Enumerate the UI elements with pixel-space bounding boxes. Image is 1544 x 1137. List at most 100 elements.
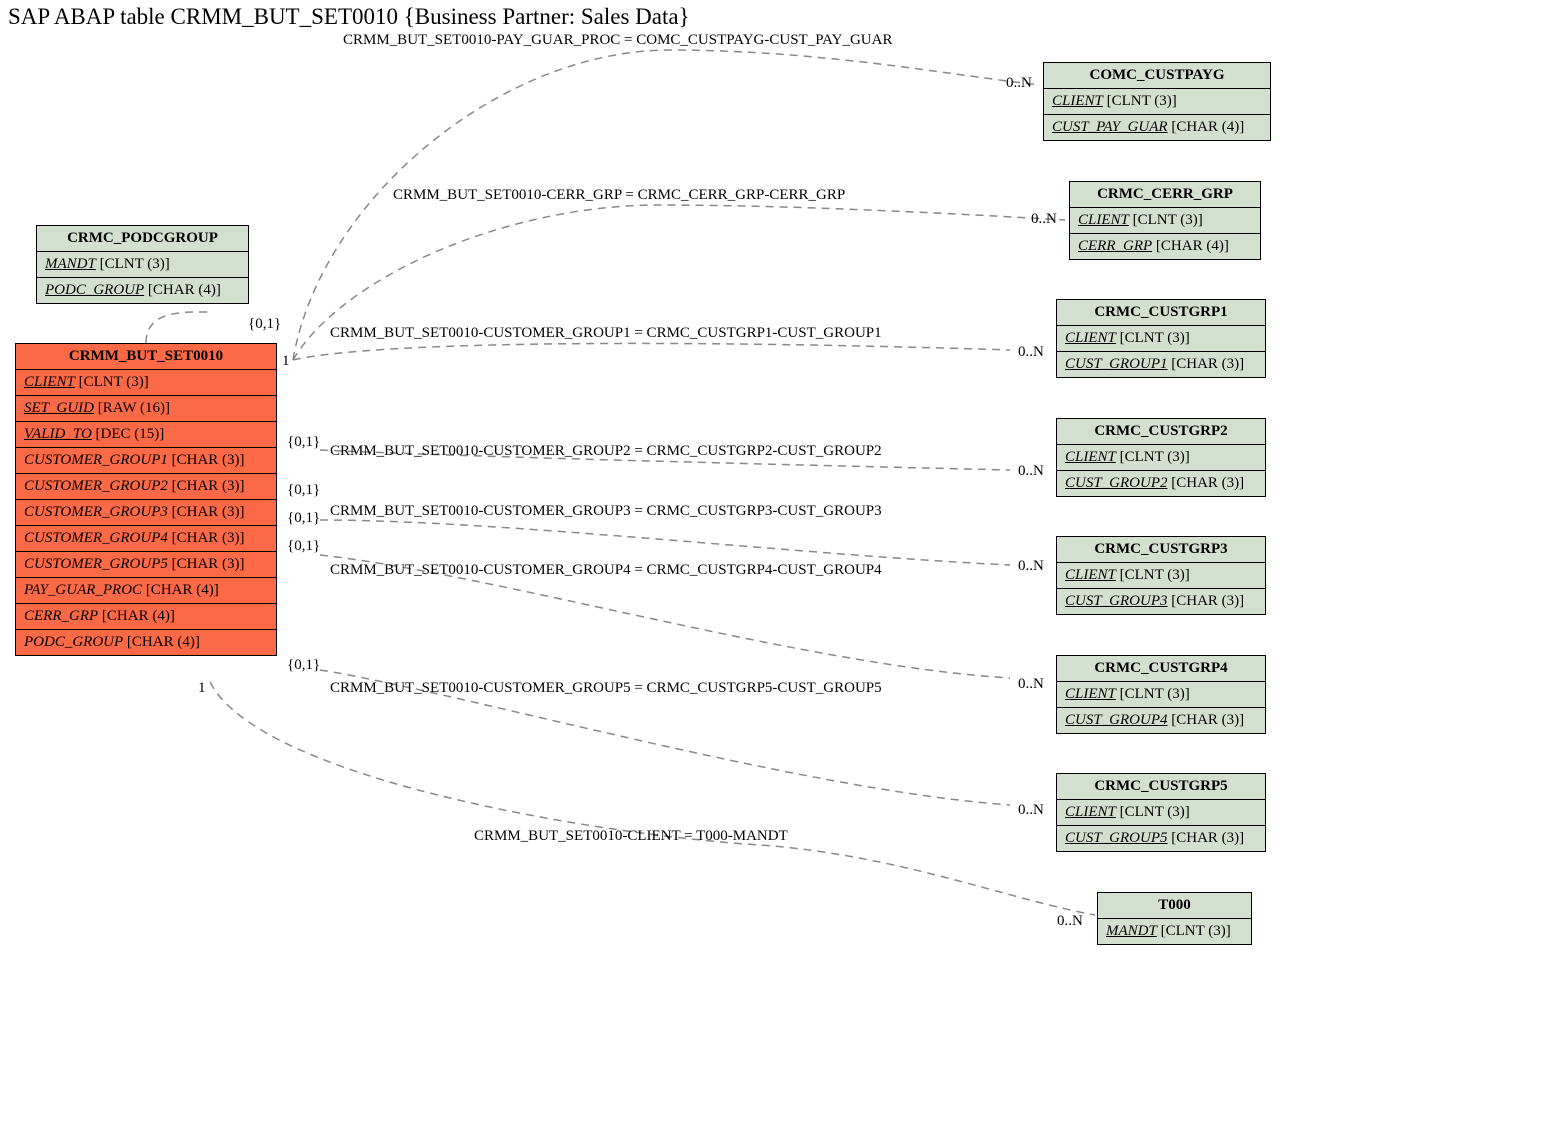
cardinality-label: {0,1}	[248, 316, 281, 333]
field-name: CUST_PAY_GUAR	[1052, 119, 1168, 135]
table-field: CLIENT [CLNT (3)]	[16, 370, 276, 396]
table-field: CUSTOMER_GROUP3 [CHAR (3)]	[16, 500, 276, 526]
field-name: CUSTOMER_GROUP5	[24, 556, 168, 572]
table-field: CUST_GROUP3 [CHAR (3)]	[1057, 589, 1265, 614]
field-name: CLIENT	[1065, 330, 1116, 346]
cardinality-label: 1	[282, 353, 290, 370]
table-CRMM_BUT_SET0010: CRMM_BUT_SET0010CLIENT [CLNT (3)]SET_GUI…	[15, 343, 277, 656]
field-type: [CHAR (3)]	[1168, 712, 1245, 728]
table-field: CLIENT [CLNT (3)]	[1057, 800, 1265, 826]
field-name: CUST_GROUP2	[1065, 475, 1168, 491]
edge-label: CRMM_BUT_SET0010-CUSTOMER_GROUP3 = CRMC_…	[330, 503, 882, 520]
field-name: MANDT	[45, 256, 96, 272]
field-type: [CHAR (3)]	[1168, 830, 1245, 846]
table-field: CLIENT [CLNT (3)]	[1044, 89, 1270, 115]
field-name: CLIENT	[1065, 804, 1116, 820]
field-name: CLIENT	[1065, 567, 1116, 583]
field-name: SET_GUID	[24, 400, 94, 416]
field-name: CLIENT	[24, 374, 75, 390]
table-field: MANDT [CLNT (3)]	[37, 252, 248, 278]
table-field: CUSTOMER_GROUP2 [CHAR (3)]	[16, 474, 276, 500]
table-field: CUSTOMER_GROUP5 [CHAR (3)]	[16, 552, 276, 578]
table-field: PAY_GUAR_PROC [CHAR (4)]	[16, 578, 276, 604]
table-header: CRMC_CUSTGRP2	[1057, 419, 1265, 445]
cardinality-label: 0..N	[1018, 344, 1044, 361]
table-field: CUST_PAY_GUAR [CHAR (4)]	[1044, 115, 1270, 140]
table-field: PODC_GROUP [CHAR (4)]	[37, 278, 248, 303]
edge	[146, 312, 210, 343]
field-type: [CLNT (3)]	[1116, 567, 1190, 583]
table-CRMC_CUSTGRP3: CRMC_CUSTGRP3CLIENT [CLNT (3)]CUST_GROUP…	[1056, 536, 1266, 615]
table-field: SET_GUID [RAW (16)]	[16, 396, 276, 422]
field-type: [CHAR (4)]	[1168, 119, 1245, 135]
field-name: MANDT	[1106, 923, 1157, 939]
field-type: [CHAR (3)]	[168, 452, 245, 468]
field-type: [CHAR (4)]	[1152, 238, 1229, 254]
table-header: CRMC_CUSTGRP1	[1057, 300, 1265, 326]
table-field: CLIENT [CLNT (3)]	[1057, 326, 1265, 352]
cardinality-label: 0..N	[1057, 913, 1083, 930]
field-type: [CLNT (3)]	[1116, 449, 1190, 465]
field-type: [RAW (16)]	[94, 400, 170, 416]
cardinality-label: 0..N	[1006, 75, 1032, 92]
field-name: CERR_GRP	[24, 608, 98, 624]
table-CRMC_CUSTGRP1: CRMC_CUSTGRP1CLIENT [CLNT (3)] CUST_GROUP…	[1056, 299, 1266, 378]
edge-label: CRMM_BUT_SET0010-CUSTOMER_GROUP1 = CRMC_…	[330, 325, 882, 342]
field-type: [CHAR (3)]	[1168, 475, 1245, 491]
field-name: CLIENT	[1052, 93, 1103, 109]
edge	[293, 50, 1040, 360]
field-type: [CLNT (3)]	[1157, 923, 1231, 939]
table-CRMC_CUSTGRP5: CRMC_CUSTGRP5CLIENT [CLNT (3)]CUST_GROUP…	[1056, 773, 1266, 852]
field-type: [CHAR (3)]	[1168, 356, 1245, 372]
table-field: CERR_GRP [CHAR (4)]	[1070, 234, 1260, 259]
page-title: SAP ABAP table CRMM_BUT_SET0010 {Busines…	[8, 4, 690, 30]
table-field: CUST_GROUP5 [CHAR (3)]	[1057, 826, 1265, 851]
table-header: CRMC_CERR_GRP	[1070, 182, 1260, 208]
field-name: CUST_GROUP1	[1065, 356, 1168, 372]
table-field: CUSTOMER_GROUP4 [CHAR (3)]	[16, 526, 276, 552]
table-header: CRMC_CUSTGRP4	[1057, 656, 1265, 682]
field-type: [CHAR (3)]	[168, 504, 245, 520]
cardinality-label: {0,1}	[287, 434, 320, 451]
field-name: PAY_GUAR_PROC	[24, 582, 142, 598]
cardinality-label: {0,1}	[287, 538, 320, 555]
table-T000: T000MANDT [CLNT (3)]	[1097, 892, 1252, 945]
field-type: [CHAR (4)]	[98, 608, 175, 624]
edge-label: CRMM_BUT_SET0010-CLIENT = T000-MANDT	[474, 828, 788, 845]
field-name: PODC_GROUP	[24, 634, 123, 650]
field-type: [CLNT (3)]	[1129, 212, 1203, 228]
edge	[210, 682, 1095, 915]
table-CRMC_PODCGROUP: CRMC_PODCGROUPMANDT [CLNT (3)]PODC_GROUP…	[36, 225, 249, 304]
table-field: CLIENT [CLNT (3)]	[1057, 563, 1265, 589]
cardinality-label: 0..N	[1018, 558, 1044, 575]
field-name: CUSTOMER_GROUP2	[24, 478, 168, 494]
cardinality-label: 0..N	[1018, 802, 1044, 819]
table-field: CLIENT [CLNT (3)]	[1057, 445, 1265, 471]
cardinality-label: 0..N	[1018, 676, 1044, 693]
field-type: [CLNT (3)]	[1116, 804, 1190, 820]
cardinality-label: {0,1}	[287, 657, 320, 674]
edge	[293, 343, 1010, 360]
field-type: [CHAR (3)]	[168, 478, 245, 494]
table-field: CERR_GRP [CHAR (4)]	[16, 604, 276, 630]
field-name: CUST_GROUP5	[1065, 830, 1168, 846]
cardinality-label: 0..N	[1031, 211, 1057, 228]
table-field: MANDT [CLNT (3)]	[1098, 919, 1251, 944]
field-type: [CHAR (4)]	[144, 282, 221, 298]
table-CRMC_CUSTGRP2: CRMC_CUSTGRP2CLIENT [CLNT (3)]CUST_GROUP…	[1056, 418, 1266, 497]
field-type: [CLNT (3)]	[1103, 93, 1177, 109]
field-name: PODC_GROUP	[45, 282, 144, 298]
table-header: CRMC_PODCGROUP	[37, 226, 248, 252]
edge-label: CRMM_BUT_SET0010-PAY_GUAR_PROC = COMC_CU…	[343, 32, 892, 49]
field-name: CUST_GROUP4	[1065, 712, 1168, 728]
table-CRMC_CERR_GRP: CRMC_CERR_GRPCLIENT [CLNT (3)]CERR_GRP […	[1069, 181, 1261, 260]
field-type: [CLNT (3)]	[96, 256, 170, 272]
cardinality-label: {0,1}	[287, 482, 320, 499]
field-name: CLIENT	[1065, 449, 1116, 465]
field-type: [CLNT (3)]	[75, 374, 149, 390]
edge-label: CRMM_BUT_SET0010-CUSTOMER_GROUP4 = CRMC_…	[330, 562, 882, 579]
field-name: CLIENT	[1065, 686, 1116, 702]
table-field: VALID_TO [DEC (15)]	[16, 422, 276, 448]
field-name: CUSTOMER_GROUP4	[24, 530, 168, 546]
table-COMC_CUSTPAYG: COMC_CUSTPAYGCLIENT [CLNT (3)]CUST_PAY_G…	[1043, 62, 1271, 141]
